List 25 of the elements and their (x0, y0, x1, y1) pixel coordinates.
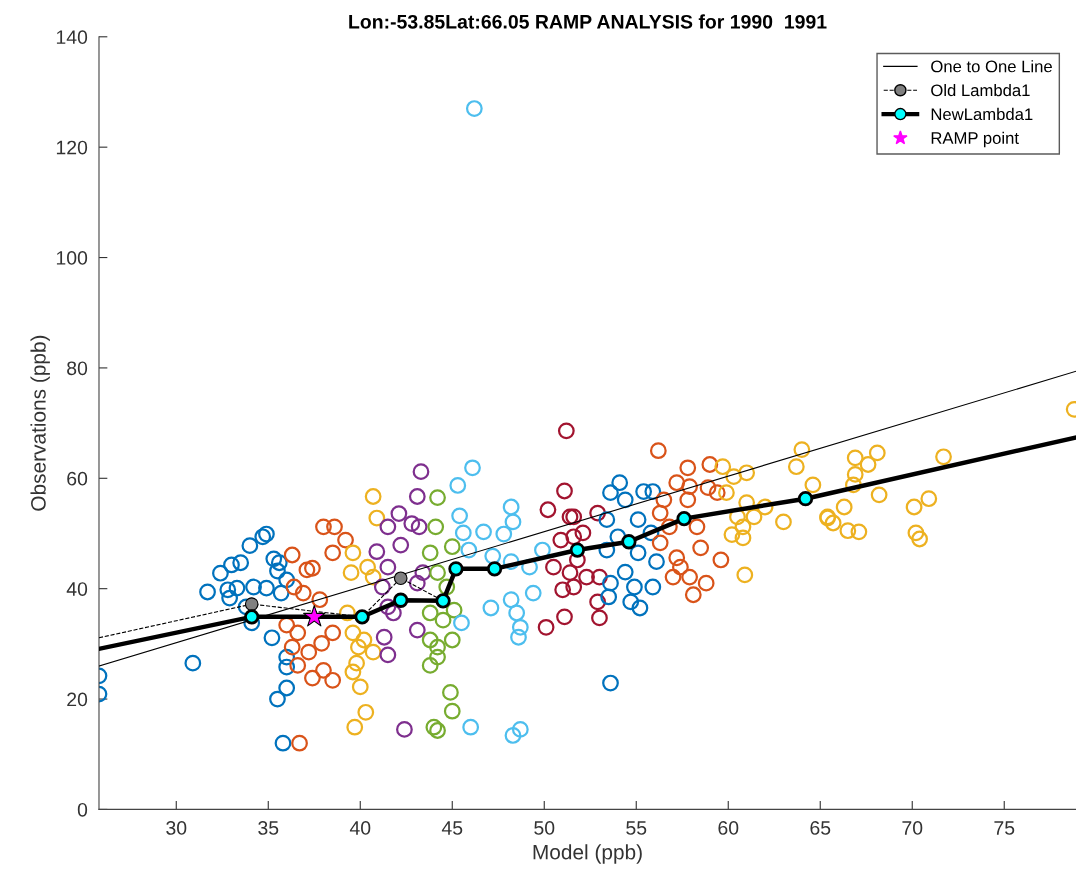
x-tick-label: 55 (626, 821, 647, 835)
y-tick-label: 80 (67, 361, 88, 376)
x-tick-label: 60 (718, 821, 739, 835)
legend-label: NewLambda1 (931, 107, 1033, 121)
x-axis-title: Model (ppb) (533, 844, 642, 864)
x-tick-label: 50 (534, 821, 555, 835)
x-tick-label: 40 (349, 821, 371, 835)
x-tick-label: 65 (810, 821, 831, 835)
y-tick-label: 40 (66, 582, 88, 596)
y-tick-label: 20 (67, 692, 88, 707)
x-tick-label: 30 (166, 821, 187, 835)
chart-title: Lon:-53.85Lat:66.05 RAMP ANALYSIS for 1990 1991 (349, 14, 827, 29)
legend-label: RAMP point (931, 131, 1019, 148)
x-tick-label: 35 (258, 821, 279, 835)
legend-label: Old Lambda1 (931, 84, 1030, 97)
x-tick-label: 70 (902, 821, 923, 835)
legend-label: One to One Line (931, 60, 1052, 73)
y-tick-label: 120 (56, 140, 88, 155)
y-axis-title: Observations (ppb) (30, 335, 50, 511)
y-tick-label: 60 (67, 471, 88, 486)
y-tick-label: 0 (77, 802, 88, 817)
x-tick-label: 75 (994, 821, 1015, 835)
x-tick-label: 45 (441, 821, 463, 835)
y-tick-label: 140 (56, 30, 88, 45)
y-tick-label: 100 (56, 251, 88, 265)
